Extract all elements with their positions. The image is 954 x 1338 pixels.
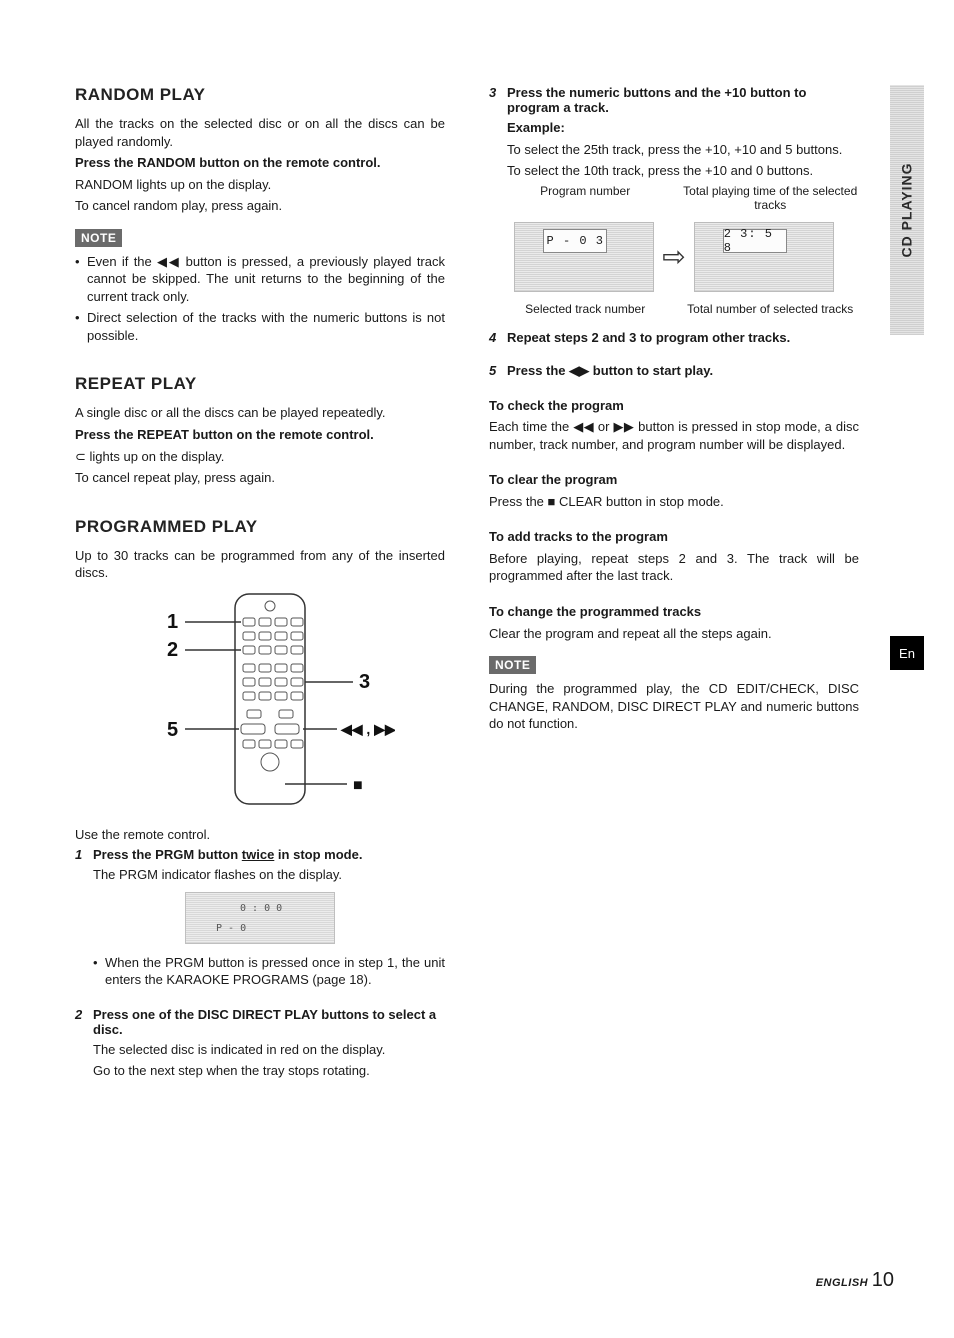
- example-label: Example:: [489, 119, 859, 137]
- heading-programmed-play: PROGRAMMED PLAY: [75, 517, 445, 537]
- svg-text:■: ■: [353, 777, 363, 794]
- step1-bullet-list: When the PRGM button is pressed once in …: [75, 954, 445, 989]
- example-line2: To select the 10th track, press the +10 …: [489, 162, 859, 180]
- repeat-line3: To cancel repeat play, press again.: [75, 469, 445, 487]
- forward-icon: ▶▶: [613, 419, 634, 434]
- manual-page: CD PLAYING En RANDOM PLAY All the tracks…: [0, 0, 954, 1338]
- step-5: 5 Press the ◀▶ button to start play.: [489, 363, 859, 379]
- use-remote: Use the remote control.: [75, 826, 445, 844]
- clear-body: Press the ■ CLEAR button in stop mode.: [489, 493, 859, 511]
- random-line2: RANDOM lights up on the display.: [75, 176, 445, 194]
- display-panel-left: P - 0 3: [514, 222, 654, 292]
- sidebar-label: CD PLAYING: [899, 162, 915, 257]
- left-column: RANDOM PLAY All the tracks on the select…: [75, 85, 445, 1084]
- programmed-intro: Up to 30 tracks can be programmed from a…: [75, 547, 445, 582]
- clear-heading: To clear the program: [489, 471, 859, 489]
- display-top-labels: Program number Total playing time of the…: [489, 184, 859, 212]
- step1-bullet: When the PRGM button is pressed once in …: [93, 954, 445, 989]
- svg-text:◀◀ , ▶▶: ◀◀ , ▶▶: [340, 721, 395, 737]
- arrow-icon: ⇨: [662, 240, 685, 273]
- display-panel-right: 2 3: 5 8: [694, 222, 834, 292]
- heading-repeat-play: REPEAT PLAY: [75, 374, 445, 394]
- remote-diagram: 1 2 5 3 ◀◀ , ▶▶ ■: [125, 586, 395, 816]
- repeat-icon: ⊂: [75, 449, 90, 464]
- repeat-line2: ⊂ lights up on the display.: [75, 448, 445, 466]
- section-tab-sidebar: CD PLAYING: [890, 85, 924, 335]
- lcd-display-1: 0 : 0 0 P - 0: [185, 892, 335, 944]
- check-body: Each time the ◀◀ or ▶▶ button is pressed…: [489, 418, 859, 453]
- right-column: 3 Press the numeric buttons and the +10 …: [489, 85, 859, 1084]
- change-body: Clear the program and repeat all the ste…: [489, 625, 859, 643]
- check-heading: To check the program: [489, 397, 859, 415]
- random-note-1: Even if the ◀◀ button is pressed, a prev…: [75, 253, 445, 306]
- heading-random-play: RANDOM PLAY: [75, 85, 445, 105]
- repeat-instruction: Press the REPEAT button on the remote co…: [75, 426, 445, 444]
- random-note-list: Even if the ◀◀ button is pressed, a prev…: [75, 253, 445, 345]
- random-line3: To cancel random play, press again.: [75, 197, 445, 215]
- rewind-icon: ◀◀: [573, 419, 594, 434]
- svg-text:3: 3: [359, 671, 370, 693]
- rewind-icon: ◀◀: [157, 254, 180, 269]
- step2-sub2: Go to the next step when the tray stops …: [75, 1062, 445, 1080]
- random-note-2: Direct selection of the tracks with the …: [75, 309, 445, 344]
- display-diagram: P - 0 3 ⇨ 2 3: 5 8: [489, 222, 859, 292]
- step-4: 4 Repeat steps 2 and 3 to program other …: [489, 330, 859, 345]
- random-intro: All the tracks on the selected disc or o…: [75, 115, 445, 150]
- step-1: 1 Press the PRGM button twice in stop mo…: [75, 847, 445, 862]
- add-heading: To add tracks to the program: [489, 528, 859, 546]
- play-icon: ◀▶: [569, 363, 589, 378]
- step-3: 3 Press the numeric buttons and the +10 …: [489, 85, 859, 115]
- right-note-body: During the programmed play, the CD EDIT/…: [489, 680, 859, 733]
- language-tab: En: [890, 636, 924, 670]
- note-badge-2: NOTE: [489, 656, 536, 674]
- page-footer: ENGLISH 10: [816, 1269, 894, 1292]
- add-body: Before playing, repeat steps 2 and 3. Th…: [489, 550, 859, 585]
- svg-text:5: 5: [167, 719, 178, 741]
- example-line1: To select the 25th track, press the +10,…: [489, 141, 859, 159]
- display-bottom-labels: Selected track number Total number of se…: [489, 302, 859, 316]
- svg-text:2: 2: [167, 639, 178, 661]
- change-heading: To change the programmed tracks: [489, 603, 859, 621]
- step-2: 2 Press one of the DISC DIRECT PLAY butt…: [75, 1007, 445, 1037]
- repeat-intro: A single disc or all the discs can be pl…: [75, 404, 445, 422]
- random-instruction: Press the RANDOM button on the remote co…: [75, 154, 445, 172]
- note-badge: NOTE: [75, 229, 122, 247]
- step1-sub: The PRGM indicator flashes on the displa…: [75, 866, 445, 884]
- svg-text:1: 1: [167, 611, 178, 633]
- step2-sub1: The selected disc is indicated in red on…: [75, 1041, 445, 1059]
